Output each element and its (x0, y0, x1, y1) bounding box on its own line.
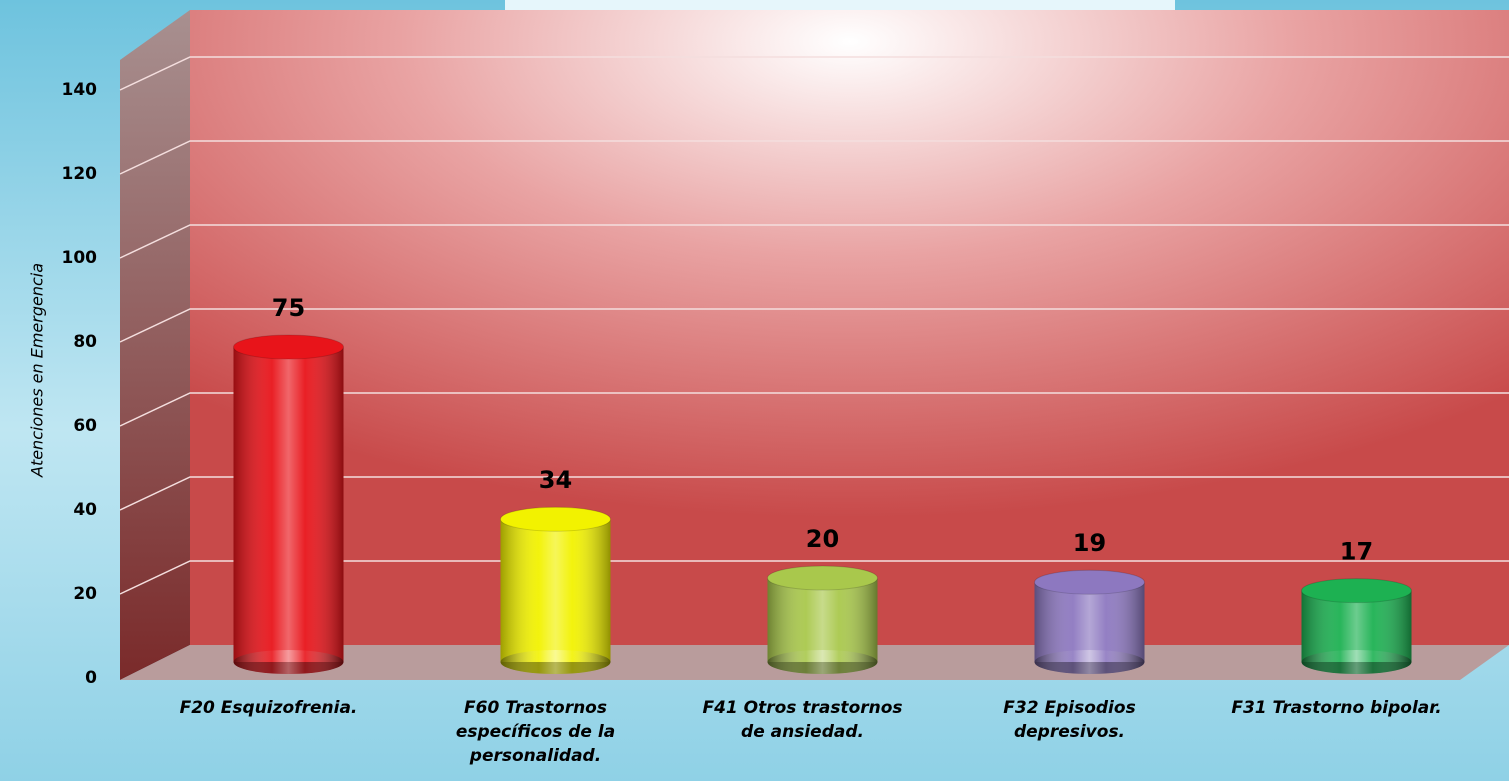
back-wall (190, 10, 1509, 645)
side-wall (120, 10, 190, 680)
value-label: 17 (1340, 538, 1373, 566)
value-label: 20 (806, 525, 839, 553)
title-band (505, 0, 1175, 12)
y-tick-label: 0 (85, 668, 97, 688)
y-tick-label: 140 (62, 80, 98, 100)
x-tick-label: F60 Trastornos específicos de la persona… (455, 698, 616, 766)
bar-shade (500, 519, 611, 662)
bar-shade (1034, 582, 1145, 662)
bar-base-front (1301, 650, 1412, 674)
bar-top (767, 565, 878, 591)
grid-line (119, 56, 1509, 91)
value-label: 19 (1073, 529, 1106, 557)
bar-top (1034, 569, 1145, 595)
y-tick-label: 60 (73, 416, 97, 436)
bar-base-front (233, 650, 344, 674)
grid-line (119, 308, 1509, 343)
x-tick-label: F20 Esquizofrenia. (179, 698, 358, 718)
bar-base-front (1034, 650, 1145, 674)
bar-top (500, 506, 611, 532)
bar-shade (767, 578, 878, 662)
value-label: 34 (539, 466, 572, 494)
bar-base-front (500, 650, 611, 674)
grid-line (119, 224, 1509, 259)
bar-top (1301, 578, 1412, 604)
y-tick-label: 80 (73, 332, 97, 352)
y-tick-label: 20 (73, 584, 97, 604)
grid-line (119, 560, 1509, 595)
bar-top (233, 334, 344, 360)
x-tick-label: F32 Episodios depresivos. (1003, 698, 1136, 742)
y-axis-title: Atenciones en Emergencia (28, 263, 47, 478)
y-tick-label: 120 (62, 164, 98, 184)
x-tick-label: F31 Trastorno bipolar. (1231, 698, 1442, 718)
y-tick-label: 40 (73, 500, 97, 520)
y-tick-label: 100 (62, 248, 98, 268)
x-tick-label: F41 Otros trastornos de ansiedad. (702, 698, 903, 742)
grid-line (119, 392, 1509, 427)
grid-line (119, 140, 1509, 175)
bar-base-front (767, 650, 878, 674)
grid-line (119, 476, 1509, 511)
bar-shade (233, 347, 344, 662)
value-label: 75 (272, 294, 305, 322)
